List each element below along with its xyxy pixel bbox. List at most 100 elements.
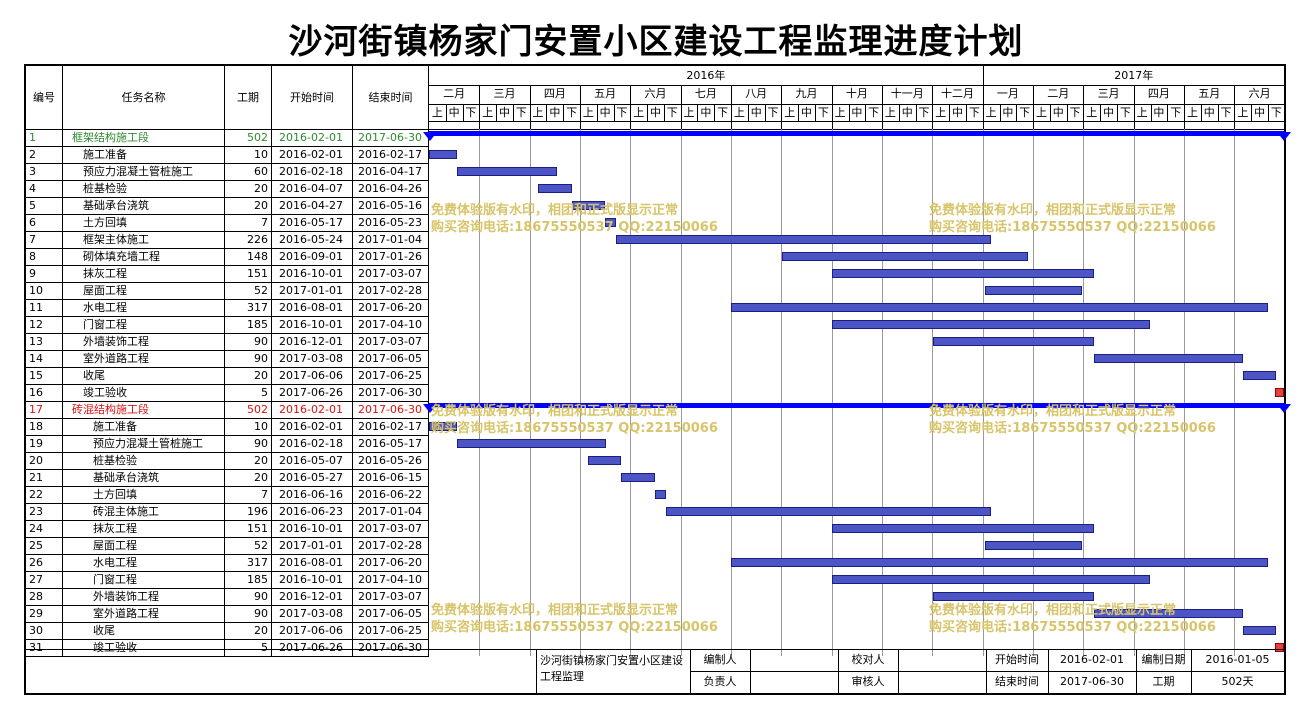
task-start: 2016-09-01 [279, 250, 343, 263]
task-start: 2016-05-24 [279, 233, 343, 246]
task-bar[interactable] [984, 541, 1083, 550]
table-row[interactable]: 11 水电工程 317 2016-08-01 2017-06-20 [26, 299, 429, 316]
task-bar[interactable] [933, 592, 1095, 601]
column-header-days[interactable]: 工期 [237, 91, 259, 104]
dekad-header: 上 [683, 106, 695, 119]
task-bar[interactable] [538, 184, 572, 193]
table-row[interactable]: 20 桩基检验 20 2016-05-07 2016-05-26 [26, 452, 429, 469]
table-row[interactable]: 1 框架结构施工段 502 2016-02-01 2017-06-30 [26, 129, 429, 146]
milestone-marker[interactable] [1274, 388, 1284, 397]
table-row[interactable]: 2 施工准备 10 2016-02-01 2016-02-17 [26, 146, 429, 163]
task-end: 2016-02-17 [358, 420, 422, 433]
task-name: 施工准备 [83, 148, 127, 161]
table-row[interactable]: 15 收尾 20 2017-06-06 2017-06-25 [26, 367, 429, 384]
task-bar[interactable] [933, 337, 1095, 346]
footer-info-block: 沙河街镇杨家门安置小区建设工程监理 编制人 校对人 开始时间 2016-02-0… [26, 649, 1284, 693]
table-row[interactable]: 26 水电工程 317 2016-08-01 2017-06-20 [26, 554, 429, 571]
task-duration: 151 [247, 267, 268, 280]
summary-start-marker [423, 404, 437, 413]
task-bar[interactable] [604, 218, 617, 227]
table-row[interactable]: 14 室外道路工程 90 2017-03-08 2017-06-05 [26, 350, 429, 367]
month-header: 六月 [644, 87, 667, 100]
task-bar[interactable] [457, 439, 607, 448]
table-row[interactable]: 31 竣工验收 5 2017-06-26 2017-06-30 [26, 639, 429, 656]
summary-bar[interactable] [429, 403, 1285, 408]
task-no: 3 [29, 165, 36, 178]
watermark-text: 免费体验版有水印，相团和正式版显示正常 [929, 203, 1177, 218]
task-bar[interactable] [730, 558, 1269, 567]
table-row[interactable]: 30 收尾 20 2017-06-06 2017-06-25 [26, 622, 429, 639]
table-row[interactable]: 12 门窗工程 185 2016-10-01 2017-04-10 [26, 316, 429, 333]
task-end: 2016-04-17 [358, 165, 422, 178]
table-row[interactable]: 22 土方回填 7 2016-06-16 2016-06-22 [26, 486, 429, 503]
task-bar[interactable] [832, 524, 1095, 533]
task-end: 2016-05-16 [358, 199, 422, 212]
table-row[interactable]: 4 桩基检验 20 2016-04-07 2016-04-26 [26, 180, 429, 197]
task-bar[interactable] [832, 575, 1151, 584]
task-start: 2016-12-01 [279, 590, 343, 603]
task-bar[interactable] [1094, 609, 1244, 618]
task-start: 2016-08-01 [279, 301, 343, 314]
column-header-no[interactable]: 编号 [33, 91, 55, 104]
task-bar[interactable] [616, 235, 992, 244]
table-row[interactable]: 29 室外道路工程 90 2017-03-08 2017-06-05 [26, 605, 429, 622]
task-duration: 60 [254, 165, 268, 178]
task-bar[interactable] [429, 150, 458, 159]
column-header-name[interactable]: 任务名称 [121, 91, 166, 104]
column-header-start[interactable]: 开始时间 [290, 91, 334, 104]
task-start: 2017-03-08 [279, 607, 343, 620]
table-row[interactable]: 8 砌体填充墙工程 148 2016-09-01 2017-01-26 [26, 248, 429, 265]
table-row[interactable]: 23 砖混主体施工 196 2016-06-23 2017-01-04 [26, 503, 429, 520]
dekad-header: 中 [1203, 106, 1215, 119]
task-duration: 52 [254, 284, 268, 297]
table-row[interactable]: 28 外墙装饰工程 90 2016-12-01 2017-03-07 [26, 588, 429, 605]
dekad-header: 下 [465, 106, 477, 119]
task-duration: 20 [254, 471, 268, 484]
table-row[interactable]: 25 屋面工程 52 2017-01-01 2017-02-28 [26, 537, 429, 554]
task-bar[interactable] [782, 252, 1028, 261]
task-bar[interactable] [429, 422, 458, 431]
task-bar[interactable] [730, 303, 1269, 312]
task-duration: 226 [247, 233, 268, 246]
table-row[interactable]: 5 基础承台浇筑 20 2016-04-27 2016-05-16 [26, 197, 429, 214]
task-bar[interactable] [621, 473, 655, 482]
table-row[interactable]: 9 抹灰工程 151 2016-10-01 2017-03-07 [26, 265, 429, 282]
dekad-header: 下 [666, 106, 678, 119]
task-bar[interactable] [654, 490, 667, 499]
task-bar[interactable] [666, 507, 992, 516]
task-bar[interactable] [588, 456, 622, 465]
table-row[interactable]: 27 门窗工程 185 2016-10-01 2017-04-10 [26, 571, 429, 588]
dekad-header: 下 [1119, 106, 1131, 119]
table-row[interactable]: 19 预应力混凝土管桩施工 90 2016-02-18 2016-05-17 [26, 435, 429, 452]
task-no: 12 [29, 318, 43, 331]
table-row[interactable]: 7 框架主体施工 226 2016-05-24 2017-01-04 [26, 231, 429, 248]
summary-bar[interactable] [429, 131, 1285, 136]
milestone-marker[interactable] [1274, 643, 1284, 652]
table-row[interactable]: 21 基础承台浇筑 20 2016-05-27 2016-06-15 [26, 469, 429, 486]
table-row[interactable]: 24 抹灰工程 151 2016-10-01 2017-03-07 [26, 520, 429, 537]
table-row[interactable]: 3 预应力混凝土管桩施工 60 2016-02-18 2016-04-17 [26, 163, 429, 180]
task-bar[interactable] [457, 167, 557, 176]
task-bar[interactable] [1243, 626, 1277, 635]
task-name: 砌体填充墙工程 [83, 250, 160, 263]
task-name: 屋面工程 [93, 539, 137, 552]
table-row[interactable]: 16 竣工验收 5 2017-06-26 2017-06-30 [26, 384, 429, 401]
table-row[interactable]: 17 砖混结构施工段 502 2016-02-01 2017-06-30 [26, 401, 429, 418]
task-bar[interactable] [571, 201, 605, 210]
table-row[interactable]: 10 屋面工程 52 2017-01-01 2017-02-28 [26, 282, 429, 299]
task-name: 室外道路工程 [83, 352, 149, 365]
task-bar[interactable] [1094, 354, 1244, 363]
column-header-end[interactable]: 结束时间 [368, 91, 413, 104]
task-bar[interactable] [832, 320, 1151, 329]
task-no: 18 [29, 420, 43, 433]
task-name: 门窗工程 [83, 318, 127, 331]
task-start: 2016-02-01 [279, 131, 343, 144]
table-row[interactable]: 18 施工准备 10 2016-02-01 2016-02-17 [26, 418, 429, 435]
table-row[interactable]: 13 外墙装饰工程 90 2016-12-01 2017-03-07 [26, 333, 429, 350]
task-bar[interactable] [1243, 371, 1277, 380]
task-bar[interactable] [984, 286, 1083, 295]
task-name: 土方回填 [93, 488, 137, 501]
dekad-header: 中 [851, 106, 863, 119]
task-bar[interactable] [832, 269, 1095, 278]
table-row[interactable]: 6 土方回填 7 2016-05-17 2016-05-23 [26, 214, 429, 231]
